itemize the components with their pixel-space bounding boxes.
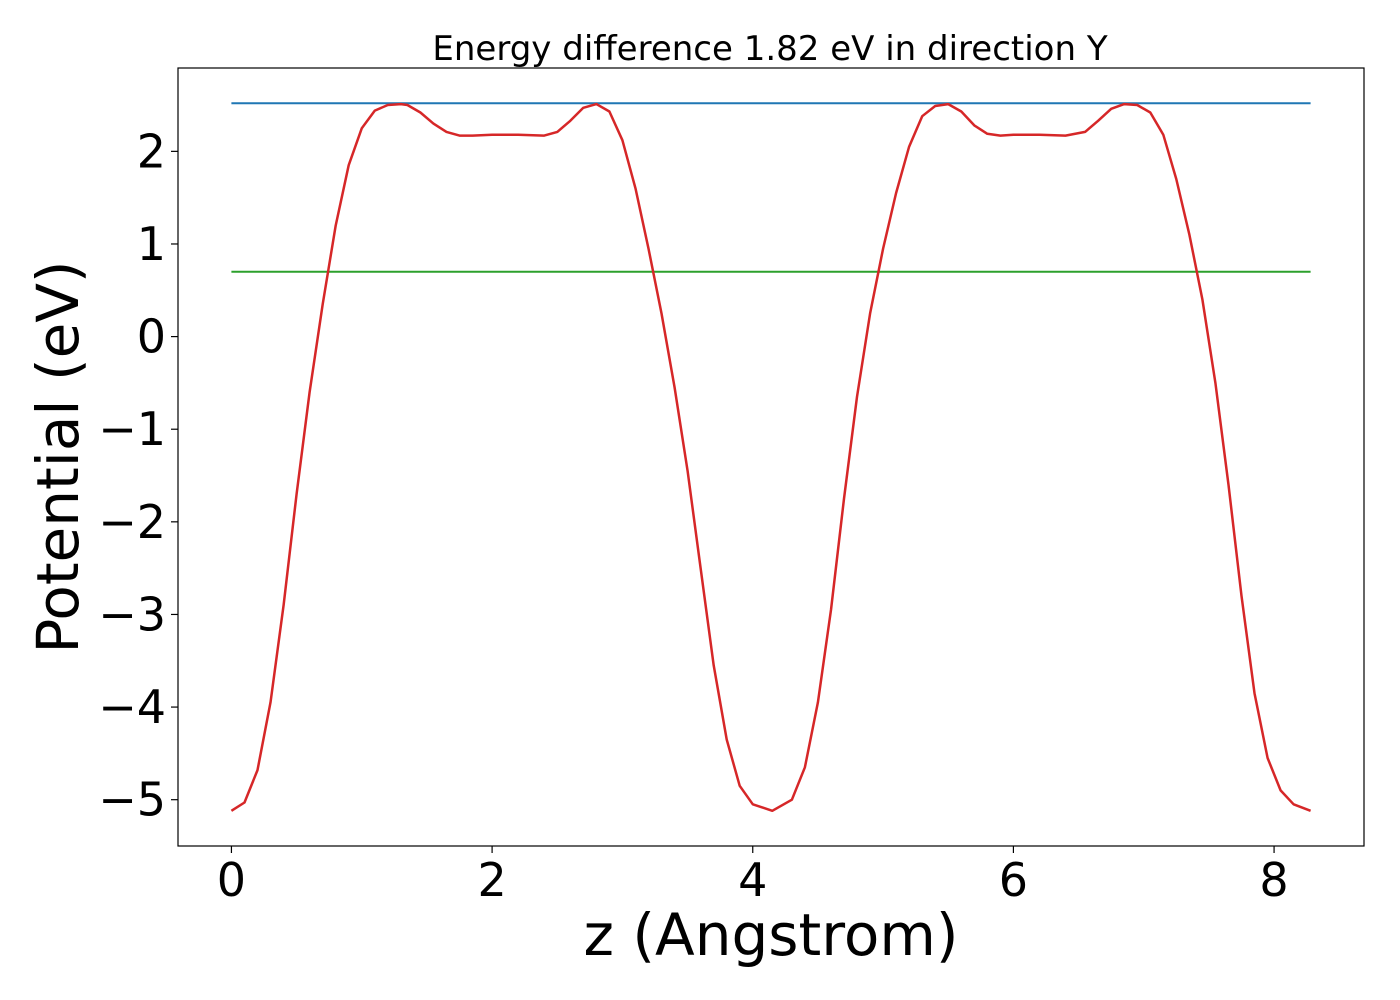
- plot-frame: [177, 67, 1365, 847]
- x-tick-label: 6: [999, 853, 1028, 907]
- x-tick-label: 8: [1259, 853, 1288, 907]
- y-tick-label: −1: [98, 402, 166, 456]
- y-tick-label: 2: [137, 124, 166, 178]
- x-tick-label: 0: [217, 853, 246, 907]
- y-axis-ticks: −5 −4 −3 −2 −1 0 1 2: [98, 124, 178, 827]
- y-axis-label: Potential (eV): [24, 260, 92, 653]
- y-tick-label: 0: [137, 310, 166, 364]
- chart-title: Energy difference 1.82 eV in direction Y: [432, 29, 1107, 69]
- x-tick-label: 4: [738, 853, 767, 907]
- series-layer: [230, 102, 1312, 813]
- x-axis-label: z (Angstrom): [584, 901, 959, 969]
- y-tick-label: −4: [98, 680, 166, 734]
- potential-curve: [230, 102, 1312, 813]
- y-tick-label: −3: [98, 587, 166, 641]
- y-tick-label: 1: [137, 217, 166, 271]
- x-axis-ticks: 0 2 4 6 8: [217, 846, 1289, 907]
- x-tick-label: 2: [477, 853, 506, 907]
- y-tick-label: −5: [98, 773, 166, 827]
- y-tick-label: −2: [98, 495, 166, 549]
